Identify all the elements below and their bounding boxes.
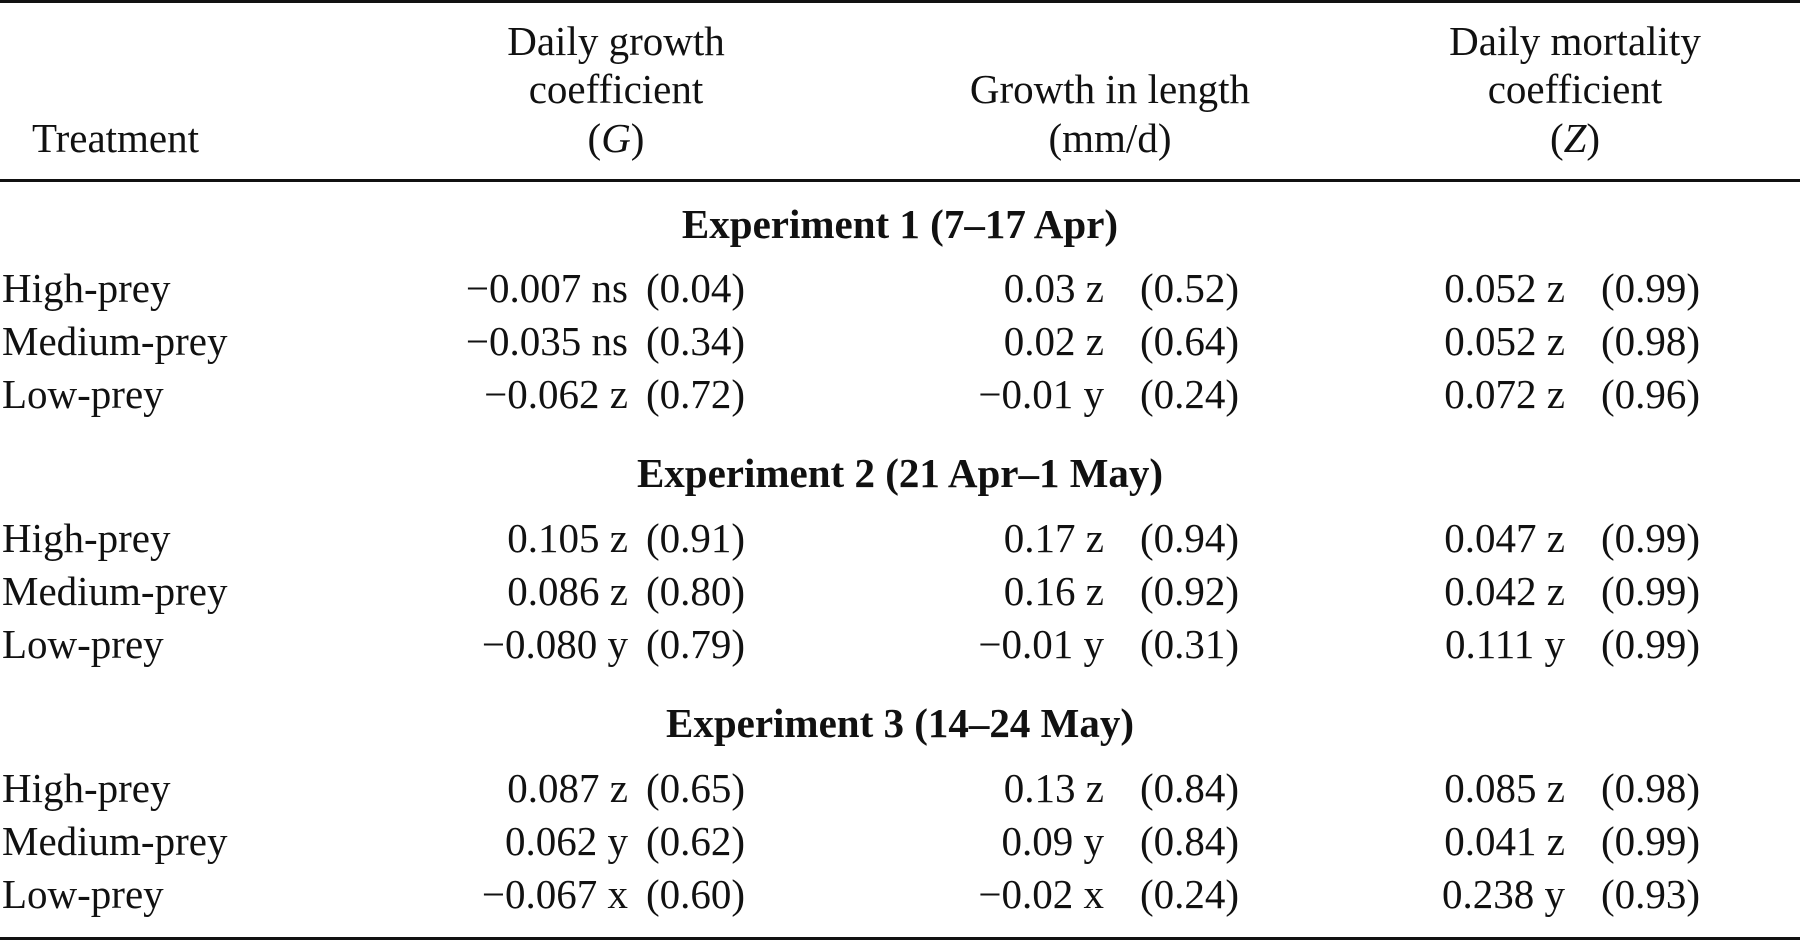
table-bottom-rule — [0, 937, 1800, 940]
treatment-cell: High-prey — [2, 265, 171, 311]
growth-length-cell: 0.13 z — [1003, 765, 1104, 811]
growth-coef-cell: −0.035 ns — [465, 318, 628, 364]
section-title-experiment-1: Experiment 1 (7–17 Apr) — [681, 201, 1119, 247]
header-growth-coef-symbol: (G) — [587, 115, 645, 161]
growth-coef-r2-cell: (0.79) — [646, 621, 746, 667]
header-mortality-coef-line2: coefficient — [1487, 66, 1663, 112]
growth-coef-cell: 0.105 z — [507, 515, 628, 561]
growth-coef-cell: 0.086 z — [507, 568, 628, 614]
table-row: High-prey −0.007 ns (0.04) 0.03 z (0.52)… — [0, 262, 1800, 314]
mortality-coef-r2-cell: (0.98) — [1601, 318, 1701, 364]
header-treatment: Treatment — [32, 115, 200, 161]
treatment-cell: High-prey — [2, 515, 171, 561]
mortality-coef-r2-cell: (0.98) — [1601, 765, 1701, 811]
table-row: Medium-prey 0.062 y (0.62) 0.09 y (0.84)… — [0, 815, 1800, 867]
header-growth-length-line2: (mm/d) — [1048, 115, 1172, 161]
growth-length-r2-cell: (0.24) — [1140, 871, 1240, 917]
growth-coef-cell: −0.067 x — [481, 871, 628, 917]
treatment-cell: Low-prey — [2, 371, 164, 417]
header-mortality-coef-symbol: (Z) — [1549, 115, 1601, 161]
mortality-coef-r2-cell: (0.99) — [1601, 621, 1701, 667]
mortality-coef-r2-cell: (0.99) — [1601, 265, 1701, 311]
growth-length-r2-cell: (0.92) — [1140, 568, 1240, 614]
growth-length-cell: −0.01 y — [978, 371, 1104, 417]
growth-length-r2-cell: (0.84) — [1140, 818, 1240, 864]
header-growth-length-line1: Growth in length — [969, 66, 1251, 112]
mortality-coef-r2-cell: (0.96) — [1601, 371, 1701, 417]
mortality-coef-cell: 0.238 y — [1442, 871, 1565, 917]
header-bottom-rule — [0, 179, 1800, 182]
growth-length-cell: 0.03 z — [1003, 265, 1104, 311]
growth-coef-cell: −0.080 y — [481, 621, 628, 667]
treatment-cell: Medium-prey — [2, 818, 228, 864]
mortality-coef-cell: 0.052 z — [1444, 265, 1565, 311]
growth-length-cell: −0.02 x — [978, 871, 1104, 917]
treatment-cell: Medium-prey — [2, 568, 228, 614]
growth-coef-r2-cell: (0.60) — [646, 871, 746, 917]
growth-coef-r2-cell: (0.65) — [646, 765, 746, 811]
table-row: Medium-prey −0.035 ns (0.34) 0.02 z (0.6… — [0, 315, 1800, 367]
growth-coef-r2-cell: (0.80) — [646, 568, 746, 614]
treatment-cell: Medium-prey — [2, 318, 228, 364]
treatment-cell: Low-prey — [2, 621, 164, 667]
growth-length-cell: 0.09 y — [1001, 818, 1105, 864]
growth-length-cell: 0.17 z — [1003, 515, 1104, 561]
growth-length-cell: 0.02 z — [1003, 318, 1104, 364]
growth-coef-r2-cell: (0.34) — [646, 318, 746, 364]
mortality-coef-r2-cell: (0.99) — [1601, 568, 1701, 614]
growth-length-r2-cell: (0.31) — [1140, 621, 1240, 667]
growth-coef-r2-cell: (0.62) — [646, 818, 746, 864]
header-mortality-coef-line1: Daily mortality — [1449, 18, 1701, 64]
growth-length-r2-cell: (0.24) — [1140, 371, 1240, 417]
treatment-cell: High-prey — [2, 765, 171, 811]
mortality-coef-cell: 0.085 z — [1444, 765, 1565, 811]
section-title-experiment-2: Experiment 2 (21 Apr–1 May) — [636, 450, 1164, 496]
growth-length-cell: 0.16 z — [1003, 568, 1104, 614]
mortality-coef-cell: 0.072 z — [1444, 371, 1565, 417]
growth-coef-r2-cell: (0.91) — [646, 515, 746, 561]
table-row: High-prey 0.105 z (0.91) 0.17 z (0.94) 0… — [0, 512, 1800, 564]
growth-coef-r2-cell: (0.04) — [646, 265, 746, 311]
mortality-coef-cell: 0.047 z — [1444, 515, 1565, 561]
table-row: High-prey 0.087 z (0.65) 0.13 z (0.84) 0… — [0, 762, 1800, 814]
header-growth-coef-line2: coefficient — [528, 66, 704, 112]
mortality-coef-r2-cell: (0.99) — [1601, 515, 1701, 561]
growth-length-cell: −0.01 y — [978, 621, 1104, 667]
mortality-coef-cell: 0.052 z — [1444, 318, 1565, 364]
header-growth-coef-line1: Daily growth — [507, 18, 725, 64]
growth-coef-r2-cell: (0.72) — [646, 371, 746, 417]
growth-length-r2-cell: (0.94) — [1140, 515, 1240, 561]
mortality-coef-r2-cell: (0.93) — [1601, 871, 1701, 917]
growth-length-r2-cell: (0.64) — [1140, 318, 1240, 364]
section-title-experiment-3: Experiment 3 (14–24 May) — [666, 700, 1134, 746]
table-top-rule — [0, 0, 1800, 3]
growth-coef-cell: 0.062 y — [505, 818, 628, 864]
mortality-coef-r2-cell: (0.99) — [1601, 818, 1701, 864]
growth-length-r2-cell: (0.84) — [1140, 765, 1240, 811]
growth-length-r2-cell: (0.52) — [1140, 265, 1240, 311]
table-row: Low-prey −0.080 y (0.79) −0.01 y (0.31) … — [0, 618, 1800, 670]
growth-coef-cell: 0.087 z — [507, 765, 628, 811]
mortality-coef-cell: 0.041 z — [1444, 818, 1565, 864]
table-row: Medium-prey 0.086 z (0.80) 0.16 z (0.92)… — [0, 565, 1800, 617]
table-row: Low-prey −0.067 x (0.60) −0.02 x (0.24) … — [0, 868, 1800, 920]
table-row: Low-prey −0.062 z (0.72) −0.01 y (0.24) … — [0, 368, 1800, 420]
mortality-coef-cell: 0.042 z — [1444, 568, 1565, 614]
mortality-coef-cell: 0.111 y — [1445, 621, 1565, 667]
growth-coef-cell: −0.062 z — [484, 371, 628, 417]
growth-coef-cell: −0.007 ns — [465, 265, 628, 311]
treatment-cell: Low-prey — [2, 871, 164, 917]
